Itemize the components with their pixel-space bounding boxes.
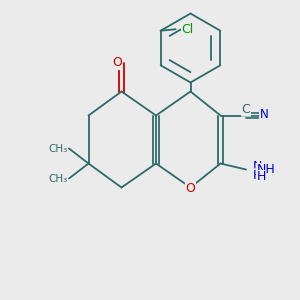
Text: H: H xyxy=(256,170,266,184)
Text: H: H xyxy=(253,169,262,182)
Text: CH₃: CH₃ xyxy=(48,143,68,154)
Text: N: N xyxy=(253,160,262,173)
Text: CH₃: CH₃ xyxy=(48,173,68,184)
Text: C: C xyxy=(242,103,250,116)
Text: Cl: Cl xyxy=(182,23,194,36)
Text: O: O xyxy=(186,182,195,196)
Text: O: O xyxy=(112,56,122,70)
Text: N: N xyxy=(260,107,268,121)
Text: NH: NH xyxy=(256,163,275,176)
